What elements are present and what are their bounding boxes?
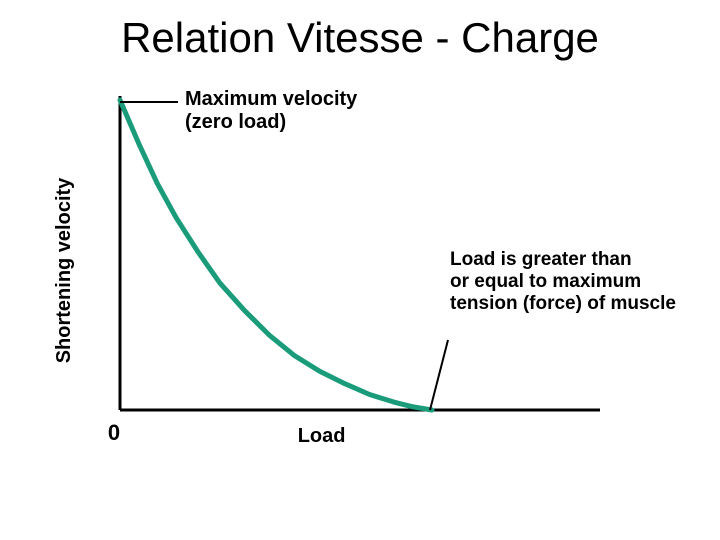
page-title: Relation Vitesse - Charge: [0, 14, 720, 62]
max-load-leader-line: [430, 340, 448, 410]
max-load-annotation-line1: Load is greater than: [450, 249, 632, 270]
x-axis-label: Load: [298, 425, 346, 447]
y-axis-label: Shortening velocity: [53, 177, 75, 363]
max-velocity-annotation-line2: (zero load): [185, 111, 286, 133]
velocity-load-curve: [120, 100, 432, 410]
max-load-annotation-line2: or equal to maximum: [450, 271, 641, 292]
origin-label: 0: [108, 420, 120, 445]
force-velocity-chart: Shortening velocity Load 0 Maximum veloc…: [30, 85, 690, 485]
max-load-annotation-line3: tension (force) of muscle: [450, 293, 676, 314]
max-velocity-annotation-line1: Maximum velocity: [185, 88, 358, 110]
